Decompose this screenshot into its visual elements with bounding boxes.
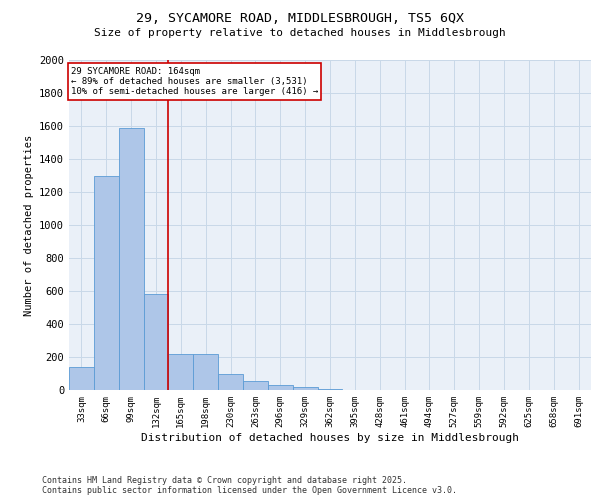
- Bar: [119, 128, 143, 390]
- X-axis label: Distribution of detached houses by size in Middlesbrough: Distribution of detached houses by size …: [141, 432, 519, 442]
- Bar: [218, 374, 243, 390]
- Bar: [193, 354, 218, 390]
- Bar: [268, 385, 293, 390]
- Bar: [317, 389, 343, 390]
- Text: Contains HM Land Registry data © Crown copyright and database right 2025.
Contai: Contains HM Land Registry data © Crown c…: [42, 476, 457, 495]
- Bar: [143, 294, 169, 390]
- Text: 29 SYCAMORE ROAD: 164sqm
← 89% of detached houses are smaller (3,531)
10% of sem: 29 SYCAMORE ROAD: 164sqm ← 89% of detach…: [71, 66, 318, 96]
- Bar: [94, 176, 119, 390]
- Text: Size of property relative to detached houses in Middlesbrough: Size of property relative to detached ho…: [94, 28, 506, 38]
- Text: 29, SYCAMORE ROAD, MIDDLESBROUGH, TS5 6QX: 29, SYCAMORE ROAD, MIDDLESBROUGH, TS5 6Q…: [136, 12, 464, 26]
- Bar: [293, 386, 317, 390]
- Bar: [243, 381, 268, 390]
- Y-axis label: Number of detached properties: Number of detached properties: [23, 134, 34, 316]
- Bar: [169, 354, 193, 390]
- Bar: [69, 367, 94, 390]
